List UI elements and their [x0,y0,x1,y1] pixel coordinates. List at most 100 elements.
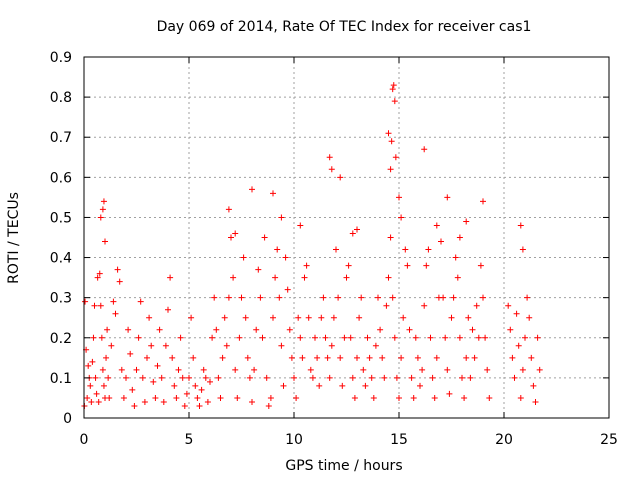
data-point [519,366,526,373]
data-point [389,294,396,301]
data-point [133,366,140,373]
data-point [421,302,428,309]
data-point [162,342,169,349]
data-point [98,334,105,341]
data-point [295,314,302,321]
data-point [299,354,306,361]
data-point [461,394,468,401]
data-point [467,374,474,381]
data-point [385,274,392,281]
data-point [433,354,440,361]
data-point [99,206,106,213]
data-point [232,230,239,237]
data-point [419,366,426,373]
data-point [270,190,276,197]
data-point [209,334,216,341]
data-point [93,390,100,397]
data-point [391,334,398,341]
data-point [188,314,195,321]
data-point [169,354,176,361]
data-point [152,394,159,401]
data-point [156,326,163,333]
data-point [253,326,260,333]
data-point [274,246,281,253]
data-point [381,374,388,381]
data-point [167,274,174,281]
data-point [112,310,119,317]
data-point [297,334,304,341]
data-point [391,98,398,105]
data-point [291,374,297,381]
data-point [339,382,346,389]
data-point [131,402,138,409]
data-point [320,294,327,301]
data-point [404,262,411,269]
data-point [377,326,384,333]
data-point [217,394,224,401]
data-point [244,354,251,361]
data-point [276,294,283,301]
data-point [444,366,451,373]
data-point [484,366,491,373]
data-point [328,166,335,173]
data-point [196,402,203,409]
data-point [150,378,157,385]
data-point [360,366,367,373]
data-point [106,394,113,401]
data-point [102,238,108,245]
data-point [431,394,438,401]
data-point [92,374,99,381]
data-point [305,314,312,321]
data-point [349,230,356,237]
data-point [278,214,285,221]
data-point [429,374,436,381]
data-point [349,374,356,381]
data-point [110,298,117,305]
data-point [249,186,255,193]
data-point [475,334,482,341]
data-point [427,334,434,341]
data-point [463,354,470,361]
data-point [421,146,428,153]
data-point [223,342,230,349]
data-point [330,314,337,321]
data-point [326,374,333,381]
data-point [225,206,232,213]
data-point [211,294,218,301]
data-point [444,194,451,201]
data-point [141,398,148,405]
y-tick-label: 0.9 [50,50,72,66]
data-point [158,374,165,381]
data-point [91,302,98,309]
x-tick-labels: 0 5 10 15 20 25 [80,432,618,448]
x-axis-label: GPS time / hours [285,458,402,474]
data-point [284,286,291,293]
data-point [446,390,453,397]
data-point [173,394,180,401]
data-point [333,246,339,253]
data-point [116,278,123,285]
data-point [398,214,405,221]
data-point [366,354,373,361]
data-point [480,294,486,301]
data-point [450,294,457,301]
data-point [335,294,342,301]
data-point [345,262,352,269]
data-point [440,294,447,301]
data-point [408,374,415,381]
data-point [228,234,234,241]
data-point [309,374,316,381]
data-point [96,270,103,277]
data-point [85,362,92,369]
data-point [144,354,150,361]
data-point [534,334,541,341]
plot-frame [83,56,610,419]
y-tick-label: 0.8 [50,90,72,106]
data-point [123,374,129,381]
data-point [343,274,350,281]
data-point [473,302,480,309]
y-tick-label: 0.6 [50,170,72,186]
data-point [286,326,293,333]
data-point [181,402,188,409]
data-point [372,342,379,349]
